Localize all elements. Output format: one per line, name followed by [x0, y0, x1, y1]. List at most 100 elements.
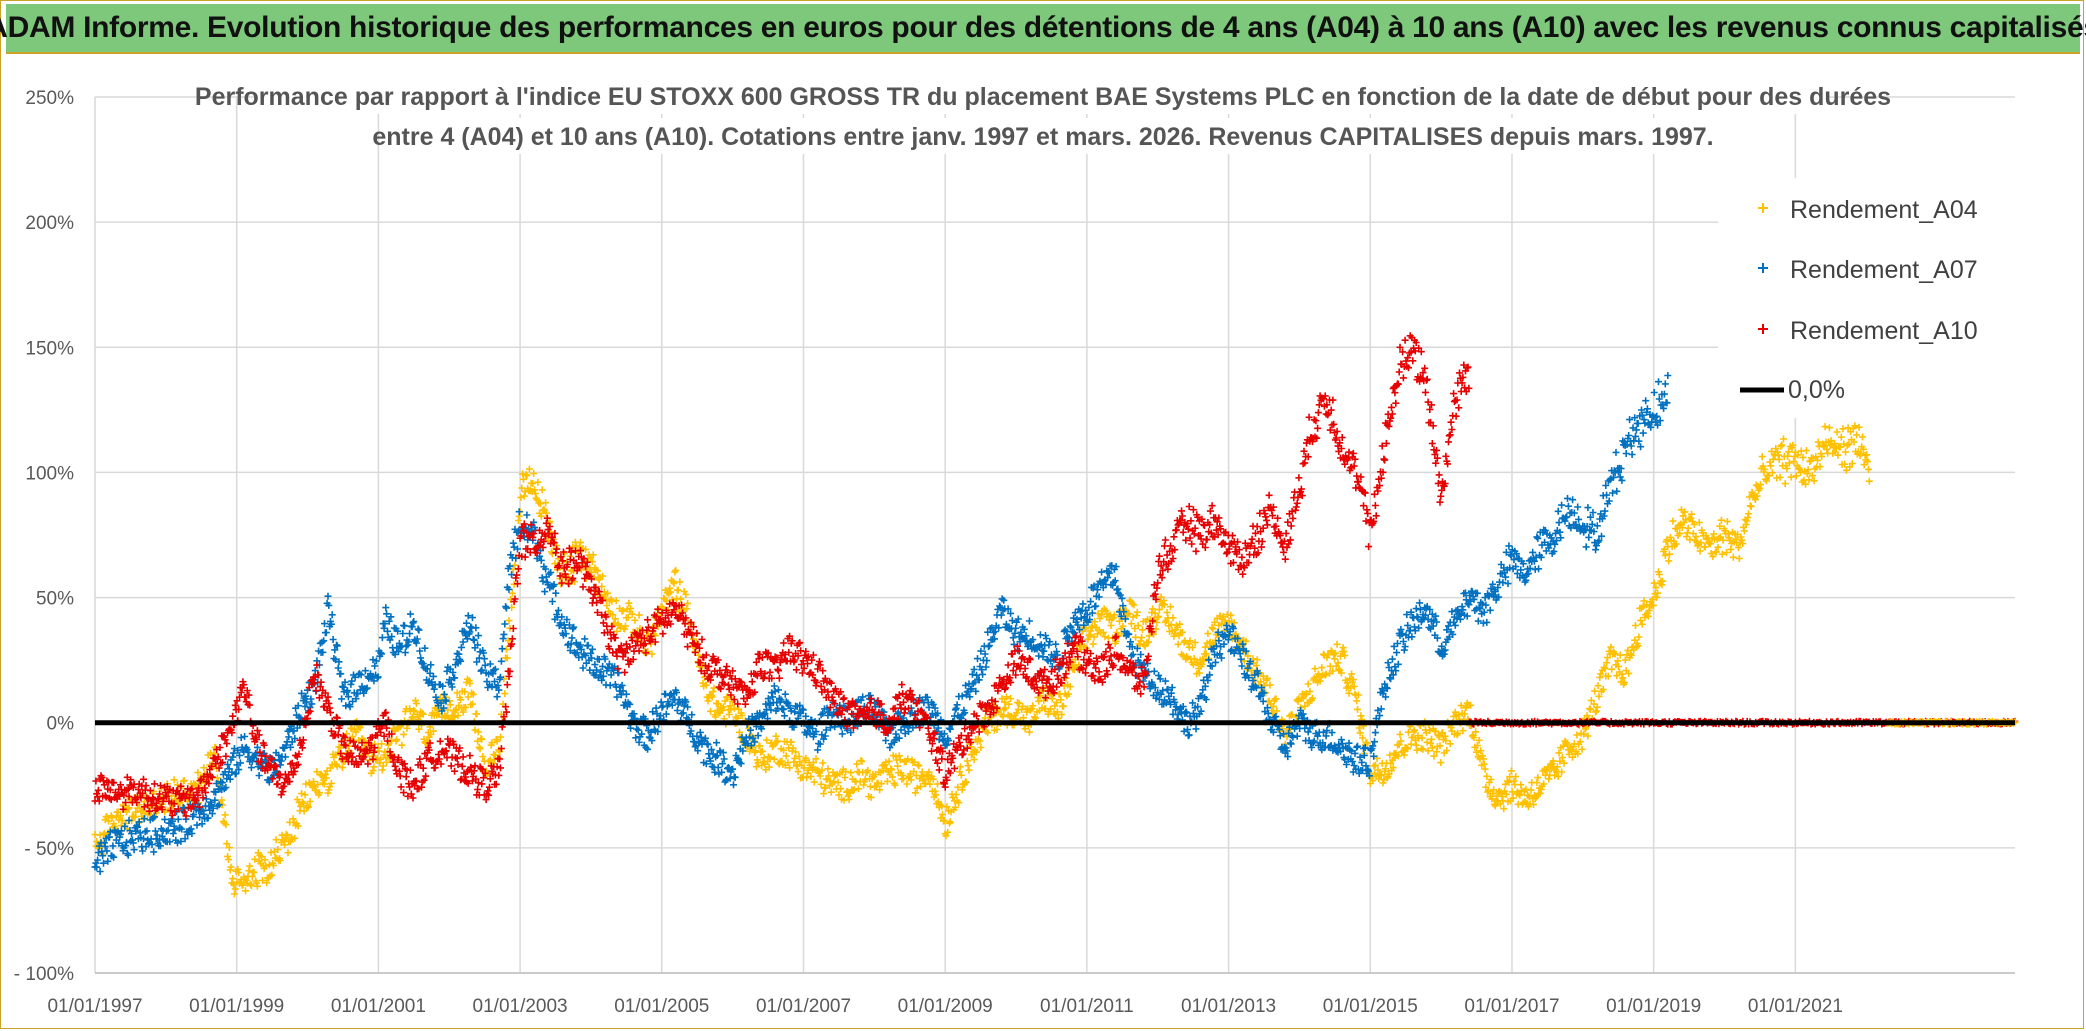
- point-Rendement_A04: [415, 725, 423, 733]
- point-Rendement_A04: [150, 787, 158, 795]
- point-Rendement_A04: [594, 567, 601, 575]
- point-Rendement_A07: [1384, 659, 1392, 667]
- point-Rendement_A04: [609, 611, 617, 619]
- point-Rendement_A07: [714, 764, 722, 771]
- point-Rendement_A04: [944, 828, 952, 836]
- point-Rendement_A07: [1622, 450, 1630, 457]
- point-Rendement_A04: [752, 747, 760, 755]
- point-Rendement_A04: [1209, 625, 1217, 633]
- point-Rendement_A07: [467, 623, 475, 631]
- point-Rendement_A04: [1138, 626, 1146, 634]
- point-Rendement_A04: [667, 588, 675, 596]
- point-Rendement_A04: [504, 637, 512, 645]
- point-Rendement_A04: [418, 709, 426, 717]
- point-Rendement_A04: [674, 586, 682, 594]
- point-Rendement_A04: [803, 774, 811, 782]
- point-Rendement_A04: [1758, 453, 1766, 461]
- point-Rendement_A04: [845, 796, 853, 803]
- point-Rendement_A07: [515, 508, 523, 516]
- point-Rendement_A04: [373, 754, 381, 762]
- point-Rendement_A04: [1723, 518, 1731, 525]
- point-Rendement_A10: [579, 583, 587, 591]
- point-Rendement_A10: [514, 565, 522, 573]
- point-Rendement_A04: [538, 486, 546, 494]
- point-Rendement_A04: [925, 768, 933, 776]
- point-Rendement_A07: [1388, 655, 1396, 663]
- point-Rendement_A07: [1628, 451, 1636, 458]
- point-Rendement_A04: [942, 832, 950, 840]
- point-Rendement_A04: [412, 699, 420, 707]
- point-Rendement_A04: [1792, 472, 1800, 480]
- point-Rendement_A04: [672, 566, 680, 574]
- point-Rendement_A04: [1527, 786, 1535, 794]
- point-Rendement_A04: [493, 737, 501, 745]
- point-Rendement_A04: [322, 774, 330, 782]
- point-Rendement_A07: [983, 657, 991, 665]
- point-Rendement_A04: [475, 743, 483, 751]
- point-Rendement_A07: [474, 632, 482, 640]
- point-Rendement_A07: [579, 664, 587, 672]
- point-Rendement_A04: [821, 784, 829, 792]
- point-Rendement_A10: [495, 771, 503, 779]
- point-Rendement_A04: [1174, 640, 1182, 648]
- point-Rendement_A04: [314, 781, 322, 788]
- point-Rendement_A04: [782, 752, 790, 760]
- point-Rendement_A04: [100, 831, 107, 839]
- point-Rendement_A04: [904, 755, 912, 763]
- point-Rendement_A07: [500, 630, 508, 638]
- point-Rendement_A04: [1354, 705, 1361, 713]
- point-Rendement_A04: [503, 654, 511, 662]
- point-Rendement_A07: [1192, 725, 1200, 733]
- point-Rendement_A04: [721, 697, 729, 705]
- point-Rendement_A04: [1865, 477, 1873, 485]
- point-Rendement_A04: [522, 471, 530, 479]
- point-Rendement_A04: [758, 762, 765, 769]
- point-Rendement_A07: [96, 868, 104, 875]
- point-Rendement_A04: [170, 776, 178, 784]
- point-Rendement_A04: [461, 688, 469, 696]
- point-Rendement_A10: [644, 616, 652, 624]
- point-Rendement_A07: [781, 712, 788, 720]
- point-Rendement_A10: [471, 762, 479, 770]
- point-Rendement_A04: [478, 735, 486, 743]
- point-Rendement_A10: [142, 782, 150, 790]
- point-Rendement_A04: [243, 879, 251, 887]
- point-Rendement_A04: [263, 879, 271, 887]
- point-Rendement_A07: [486, 660, 494, 668]
- point-Rendement_A04: [962, 778, 970, 786]
- point-Rendement_A07: [1642, 397, 1650, 405]
- point-Rendement_A07: [328, 611, 336, 619]
- point-Rendement_A04: [1333, 640, 1341, 648]
- point-Rendement_A04: [772, 732, 780, 740]
- point-Rendement_A04: [253, 882, 261, 890]
- point-Rendement_A04: [622, 622, 629, 630]
- point-Rendement_A07: [498, 645, 506, 653]
- point-Rendement_A07: [1045, 641, 1053, 649]
- point-Rendement_A04: [378, 740, 385, 748]
- point-Rendement_A04: [194, 769, 202, 777]
- point-Rendement_A04: [1089, 640, 1097, 648]
- point-Rendement_A04: [375, 747, 383, 755]
- point-Rendement_A04: [735, 728, 743, 736]
- point-Rendement_A04: [306, 798, 314, 805]
- point-Rendement_A07: [568, 634, 576, 642]
- point-Rendement_A04: [301, 791, 309, 799]
- point-Rendement_A04: [400, 730, 408, 738]
- point-Rendement_A04: [225, 856, 232, 863]
- point-Rendement_A04: [520, 492, 528, 500]
- point-Rendement_A04: [800, 764, 808, 772]
- point-Rendement_A04: [542, 509, 550, 517]
- point-Rendement_A04: [857, 757, 865, 764]
- point-Rendement_A04: [1787, 473, 1795, 481]
- point-Rendement_A07: [1534, 534, 1542, 542]
- point-Rendement_A04: [858, 757, 866, 765]
- point-Rendement_A04: [619, 607, 627, 614]
- point-Rendement_A10: [402, 773, 410, 781]
- point-Rendement_A04: [457, 696, 465, 704]
- point-Rendement_A04: [891, 781, 899, 789]
- point-Rendement_A04: [1481, 765, 1489, 773]
- point-Rendement_A04: [943, 803, 951, 811]
- point-Rendement_A04: [259, 877, 266, 884]
- point-Rendement_A04: [250, 868, 258, 876]
- point-Rendement_A07: [1574, 503, 1582, 511]
